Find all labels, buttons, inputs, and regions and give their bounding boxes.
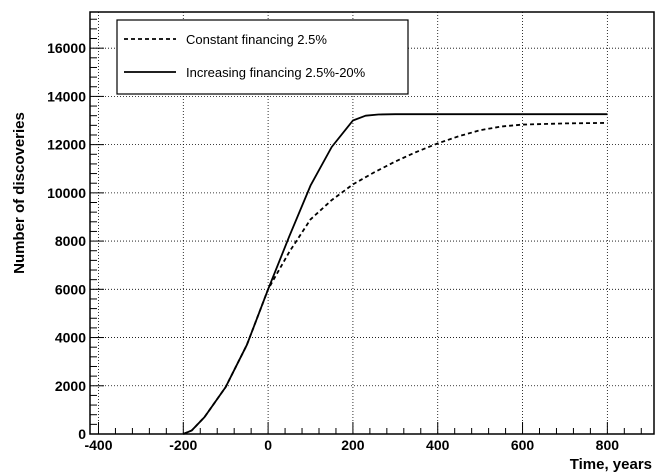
x-tick-label: -400 bbox=[84, 437, 112, 453]
y-tick-label: 16000 bbox=[47, 40, 86, 56]
series-line-2 bbox=[182, 113, 608, 435]
x-tick-label: 400 bbox=[426, 437, 450, 453]
y-tick-label: 14000 bbox=[47, 88, 86, 104]
plot-frame bbox=[89, 11, 655, 435]
x-tick-label: 600 bbox=[511, 437, 535, 453]
y-tick-label: 8000 bbox=[55, 233, 86, 249]
axis-ticks bbox=[90, 18, 642, 435]
y-tick-label: 4000 bbox=[55, 330, 86, 346]
tick-labels: -400 -200 0 200 400 600 8000200040006000800010… bbox=[47, 40, 619, 453]
x-tick-label: 0 bbox=[264, 437, 272, 453]
legend: Constant financing 2.5% Increasing financ… bbox=[116, 19, 409, 95]
y-tick-label: 0 bbox=[78, 426, 86, 442]
y-tick-label: 12000 bbox=[47, 137, 86, 153]
legend-label-1: Constant financing 2.5% bbox=[186, 32, 327, 47]
y-tick-label: 6000 bbox=[55, 281, 86, 297]
y-tick-label: 10000 bbox=[47, 185, 86, 201]
x-tick-label: -200 bbox=[169, 437, 197, 453]
x-tick-label: 800 bbox=[596, 437, 620, 453]
legend-label-2: Increasing financing 2.5%-20% bbox=[186, 65, 366, 80]
y-tick-label: 2000 bbox=[55, 378, 86, 394]
legend-box bbox=[116, 19, 409, 95]
y-axis-title: Number of discoveries bbox=[11, 112, 28, 274]
x-axis-title: Time, years bbox=[570, 456, 652, 473]
x-tick-label: 200 bbox=[341, 437, 365, 453]
series-group bbox=[182, 113, 608, 435]
